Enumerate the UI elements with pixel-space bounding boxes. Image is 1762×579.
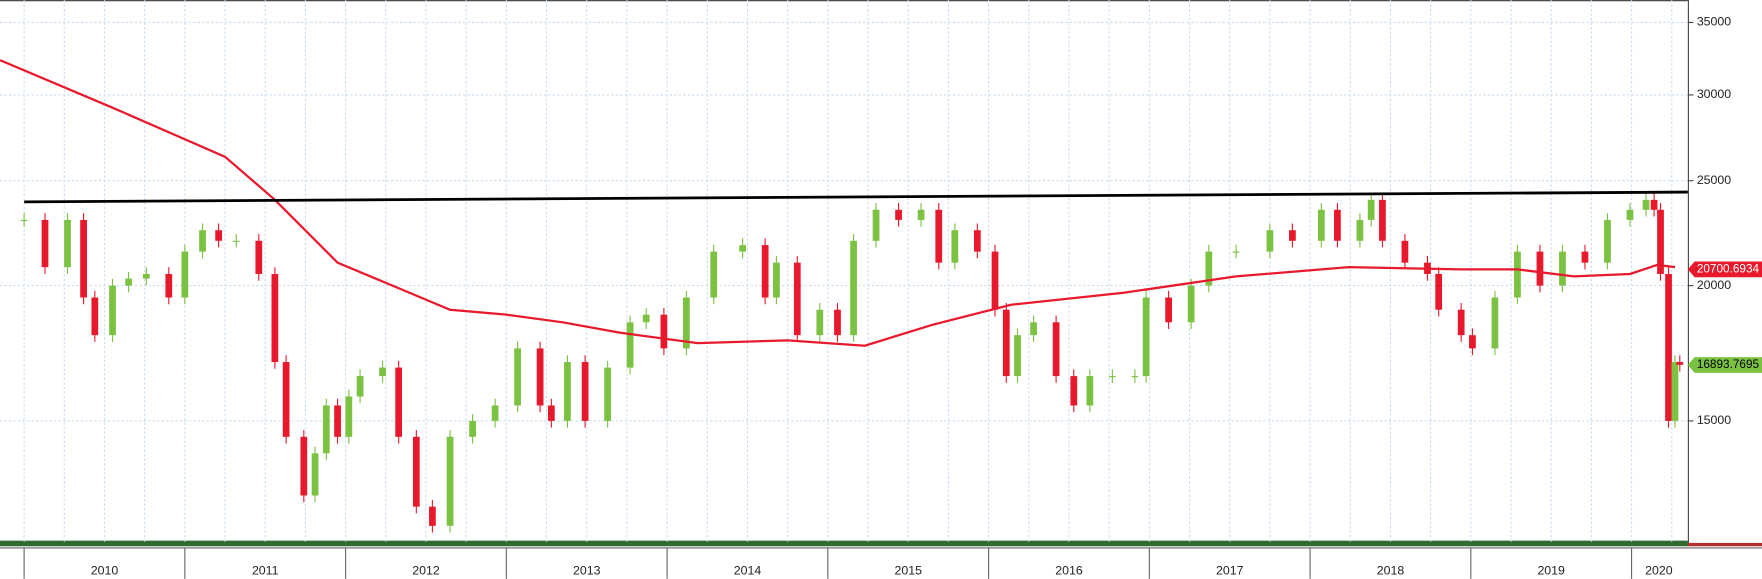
x-tick-label: 2018 bbox=[1377, 563, 1405, 577]
moving-average bbox=[0, 59, 1676, 347]
y-tick-label: 35000 bbox=[1697, 15, 1731, 29]
x-tick-label: 2014 bbox=[734, 563, 762, 577]
last-value-tag: 16893.7695 bbox=[1687, 357, 1762, 373]
x-tick-label: 2012 bbox=[412, 563, 440, 577]
last-value-tag: 20700.6934 bbox=[1687, 261, 1762, 278]
last-value-label: 20700.6934 bbox=[1697, 263, 1760, 276]
last-value-box bbox=[1687, 261, 1762, 278]
last-value-label: 16893.7695 bbox=[1697, 358, 1760, 371]
x-axis-band bbox=[0, 540, 1688, 547]
trendline bbox=[24, 190, 1688, 204]
y-tick-label: 25000 bbox=[1697, 173, 1731, 187]
x-tick-label: 2020 bbox=[1645, 563, 1673, 577]
x-tick-label: 2015 bbox=[894, 563, 922, 577]
axis-corner bbox=[1687, 542, 1762, 547]
x-tick-label: 2019 bbox=[1537, 563, 1565, 577]
last-value-box bbox=[1687, 357, 1762, 373]
x-tick-label: 2013 bbox=[573, 563, 601, 577]
x-tick-label: 2017 bbox=[1216, 563, 1244, 577]
y-tick-label: 15000 bbox=[1697, 413, 1731, 427]
y-tick-label: 20000 bbox=[1697, 278, 1731, 292]
grid bbox=[0, 0, 1688, 542]
x-tick-label: 2011 bbox=[252, 563, 279, 577]
x-tick-label: 2016 bbox=[1055, 563, 1083, 577]
x-tick-label: 2010 bbox=[91, 563, 119, 577]
y-tick-label: 30000 bbox=[1697, 87, 1731, 101]
